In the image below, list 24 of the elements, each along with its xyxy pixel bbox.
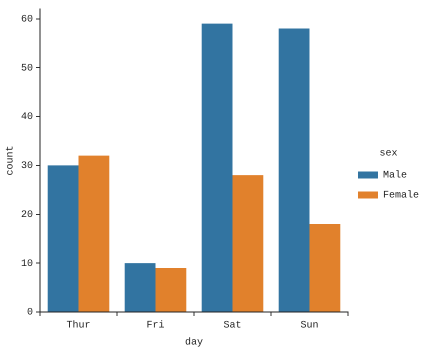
- y-tick-label: 20: [20, 210, 33, 221]
- legend-label: Male: [382, 170, 408, 182]
- y-axis-title: count: [6, 145, 17, 176]
- legend-label: Female: [382, 190, 420, 202]
- x-axis-title: day: [184, 336, 204, 349]
- x-tick-label: Fri: [146, 320, 165, 332]
- bar: [309, 224, 340, 312]
- y-tick-label: 50: [20, 63, 33, 74]
- x-tick-label: Thur: [66, 320, 91, 332]
- bar: [124, 263, 156, 312]
- bar: [202, 24, 232, 312]
- y-tick-label: 60: [20, 14, 33, 26]
- y-tick-label: 0: [26, 308, 33, 319]
- bar: [78, 156, 110, 312]
- bar: [232, 175, 264, 312]
- bar: [278, 28, 310, 312]
- bar: [48, 165, 78, 312]
- y-tick-label: 30: [20, 161, 33, 172]
- y-tick-label: 40: [20, 112, 33, 124]
- x-tick-label: Sat: [223, 320, 242, 332]
- bar: [156, 268, 186, 312]
- y-tick-label: 10: [20, 258, 33, 270]
- x-tick-label: Sun: [300, 320, 319, 332]
- legend-title: sex: [379, 148, 398, 160]
